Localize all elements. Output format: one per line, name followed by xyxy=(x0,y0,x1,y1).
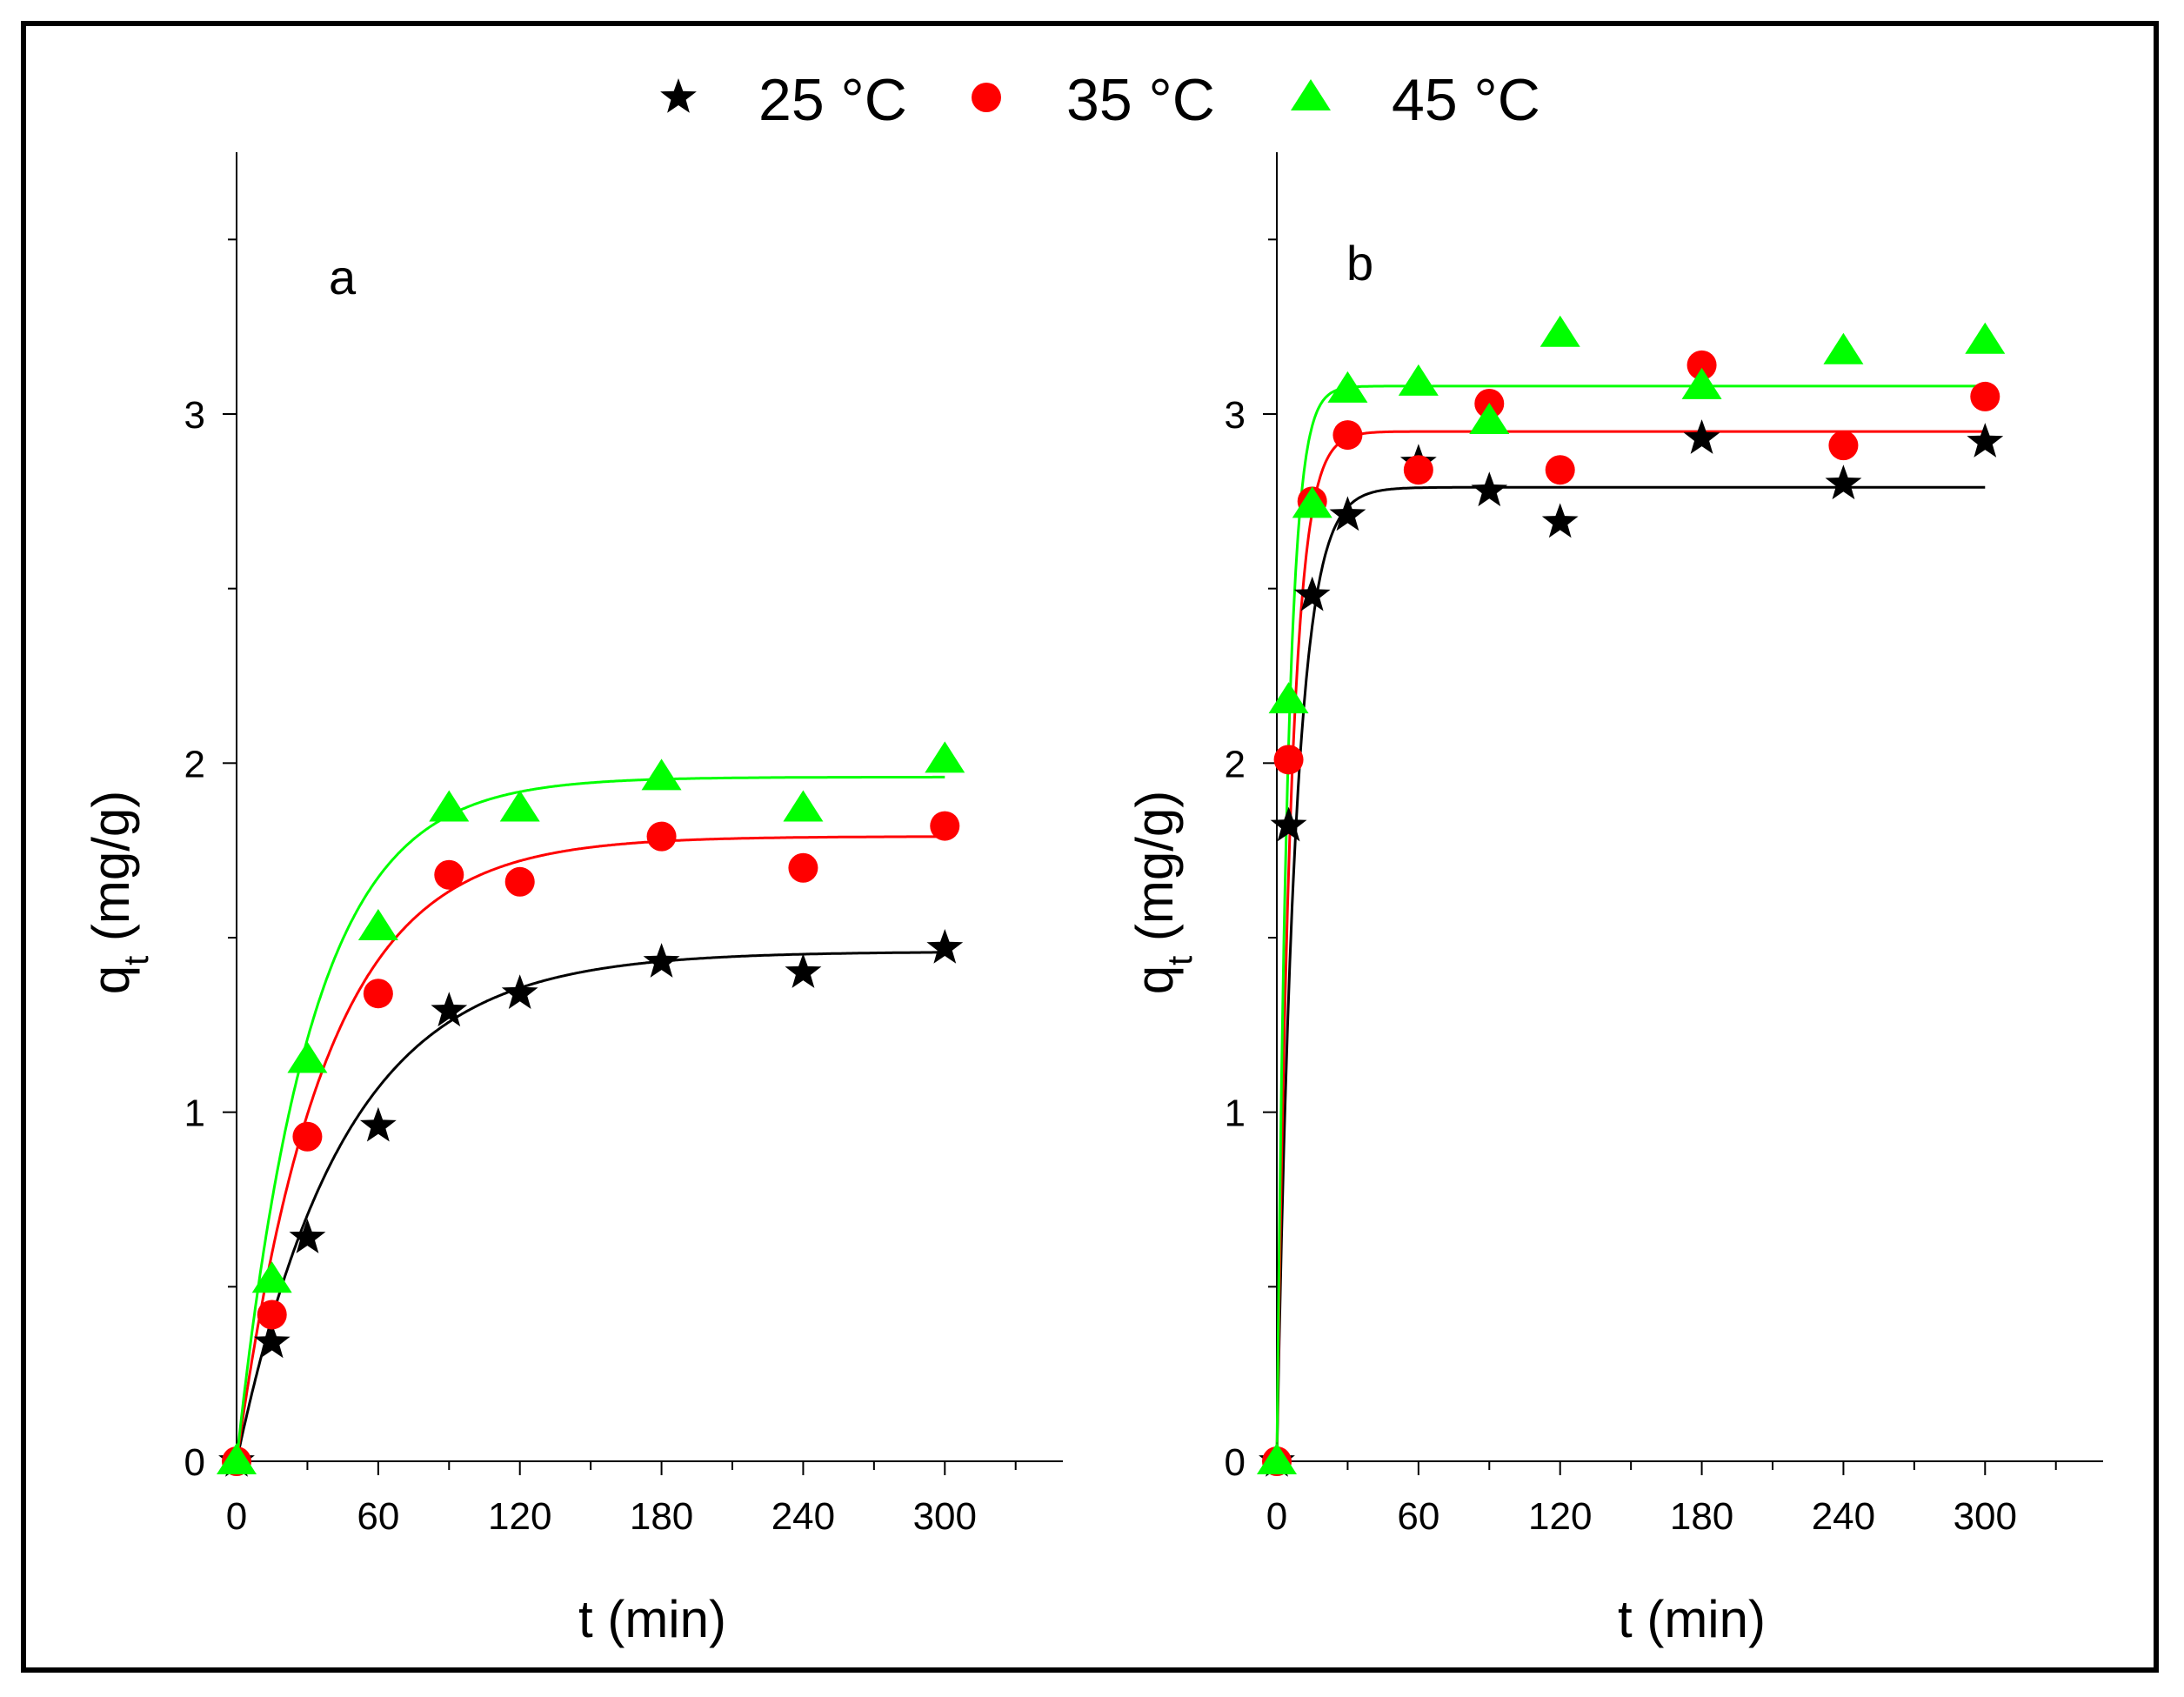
panel-a-y-tick-label: 0 xyxy=(184,1441,205,1484)
panel-a-point-triangle xyxy=(357,908,398,940)
panel-b-point-circle xyxy=(1970,381,2000,411)
panel-b-point-triangle xyxy=(1327,371,1368,403)
panel-b-x-axis-label: t (min) xyxy=(1618,1590,1766,1648)
panel-a-point-circle xyxy=(930,811,960,841)
panel-a-point-star xyxy=(926,929,964,964)
legend-marker-25c xyxy=(660,78,697,113)
panel-a-fit-line-star xyxy=(235,951,945,1462)
panel-a-point-star xyxy=(289,1219,326,1253)
panel-a-point-triangle xyxy=(251,1261,292,1293)
panel-b-x-tick-label: 60 xyxy=(1397,1495,1439,1538)
legend-star-icon xyxy=(660,78,697,113)
panel-b-point-triangle xyxy=(1681,367,1722,399)
panel-b-point-triangle xyxy=(1965,322,2006,354)
panel-a-point-circle xyxy=(434,859,464,890)
panel-a-label: a xyxy=(329,250,357,304)
panel-b-point-triangle xyxy=(1539,315,1580,347)
panel-a-x-tick-label: 240 xyxy=(771,1495,835,1538)
panel-a-fit-line-triangle xyxy=(235,775,945,1462)
figure-frame xyxy=(21,21,2159,1673)
panel-b-point-star xyxy=(1270,806,1307,842)
panel-a-point-star xyxy=(431,992,468,1027)
panel-a-point-triangle xyxy=(287,1041,328,1073)
panel-a-point-triangle xyxy=(217,1443,257,1474)
panel-a-fit-line-circle xyxy=(235,835,945,1462)
panel-b-point-circle xyxy=(1273,745,1304,775)
panel-b-point-triangle xyxy=(1398,364,1439,396)
panel-a-point-circle xyxy=(292,1121,323,1152)
panel-b-point-star xyxy=(1471,471,1508,507)
legend-label-25c: 25 °C xyxy=(758,67,907,133)
legend-marker-45c xyxy=(1291,79,1331,110)
panel-a-x-tick-label: 0 xyxy=(226,1495,247,1538)
panel-a-point-circle xyxy=(363,979,393,1009)
panel-a-point-triangle xyxy=(499,790,540,822)
panel-b-y-tick-label: 2 xyxy=(1225,743,1246,785)
panel-b-point-star xyxy=(1541,503,1579,538)
legend-label-35c: 35 °C xyxy=(1066,67,1215,133)
panel-a-point-star xyxy=(643,943,680,978)
panel-a: a t (min) qt (mg/g) 0 60 120 180 240 300 0 1 2 3 xyxy=(82,152,1063,1648)
legend-triangle-icon xyxy=(1291,79,1331,110)
panel-a-point-triangle xyxy=(641,758,682,791)
panel-b-point-star xyxy=(1293,576,1331,611)
panel-b-y-tick-label: 1 xyxy=(1225,1092,1246,1135)
panel-b-point-circle xyxy=(1545,455,1575,485)
panel-a-point-triangle xyxy=(783,790,824,822)
panel-a-point-circle xyxy=(257,1299,287,1330)
panel-a-point-star xyxy=(359,1106,397,1142)
panel-b-x-tick-label: 120 xyxy=(1528,1495,1592,1538)
panel-b-point-triangle xyxy=(1469,403,1510,435)
panel-b-label: b xyxy=(1346,236,1373,291)
panel-a-x-axis-label: t (min) xyxy=(578,1590,726,1648)
panel-b-y-axis-label: qt (mg/g) xyxy=(1125,791,1199,995)
panel-b-point-triangle xyxy=(1268,682,1309,714)
panel-a-point-star xyxy=(253,1323,291,1359)
panel-b-point-circle xyxy=(1403,455,1433,485)
panel-b-y-tick-label: 0 xyxy=(1225,1441,1246,1484)
panel-a-x-tick-label: 300 xyxy=(913,1495,977,1538)
panel-a-point-triangle xyxy=(429,790,470,822)
panel-b-point-circle xyxy=(1332,420,1363,451)
panel-a-y-axis-label: qt (mg/g) xyxy=(82,791,156,995)
panel-b-fit-line-star xyxy=(1275,485,1986,1462)
panel-a-point-star xyxy=(785,953,822,988)
panel-b-point-triangle xyxy=(1823,332,1864,364)
panel-b-fit-line-triangle xyxy=(1275,384,1986,1462)
panel-a-x-tick-label: 180 xyxy=(630,1495,693,1538)
panel-a-point-circle xyxy=(504,866,535,897)
legend-circle-icon xyxy=(972,83,1001,112)
panel-a-point-triangle xyxy=(925,741,965,773)
panel-a-x-tick-label: 120 xyxy=(488,1495,551,1538)
legend: 25 °C 35 °C 45 °C xyxy=(660,67,1540,133)
legend-marker-35c xyxy=(972,83,1001,112)
panel-a-point-circle xyxy=(646,821,677,852)
panel-a-y-tick-label: 1 xyxy=(184,1092,205,1135)
panel-b-point-star xyxy=(1825,464,1862,500)
panel-b-point-star xyxy=(1683,419,1720,454)
panel-b-x-tick-label: 300 xyxy=(1954,1495,2017,1538)
panel-b-x-tick-label: 0 xyxy=(1266,1495,1287,1538)
legend-label-45c: 45 °C xyxy=(1392,67,1540,133)
panel-b-point-triangle xyxy=(1257,1443,1297,1474)
panel-a-y-tick-label: 2 xyxy=(184,743,205,785)
panel-b-y-tick-label: 3 xyxy=(1225,394,1246,437)
panel-b-x-tick-label: 180 xyxy=(1670,1495,1733,1538)
panel-b-point-triangle xyxy=(1292,486,1332,518)
panel-b: b t (min) qt (mg/g) 0 60 120 180 240 300 0 1 2 3 xyxy=(1125,152,2103,1648)
panel-a-point-circle xyxy=(788,852,818,883)
panel-a-x-tick-label: 60 xyxy=(357,1495,399,1538)
panel-b-point-star xyxy=(1329,496,1366,531)
panel-b-x-tick-label: 240 xyxy=(1812,1495,1875,1538)
panel-b-fit-line-circle xyxy=(1275,430,1986,1462)
panel-a-point-star xyxy=(501,974,538,1009)
panel-b-point-circle xyxy=(1686,350,1717,380)
panel-b-point-star xyxy=(1967,423,2004,458)
panel-a-y-tick-label: 3 xyxy=(184,394,205,437)
panel-b-point-circle xyxy=(1828,431,1859,461)
